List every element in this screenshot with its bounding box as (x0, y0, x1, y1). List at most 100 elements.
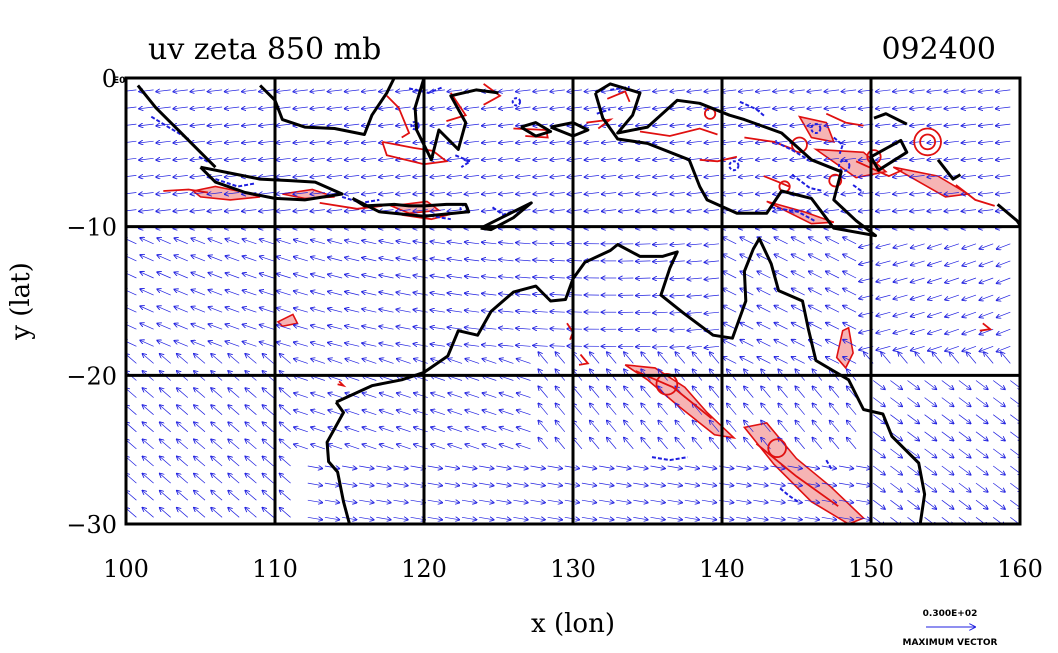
wind-vector (533, 158, 548, 160)
wind-vector (224, 124, 240, 126)
wind-vector (361, 158, 377, 160)
wind-vector (533, 345, 548, 346)
wind-vector (499, 345, 514, 346)
wind-vector (941, 465, 954, 475)
wind-vector (692, 437, 703, 450)
wind-vector (670, 90, 685, 92)
wind-vector (812, 403, 823, 415)
wind-vector (992, 517, 1005, 524)
positive-vorticity-contour (578, 353, 590, 366)
wind-vector (738, 124, 754, 126)
wind-vector (653, 124, 668, 126)
wind-vector (327, 210, 343, 212)
wind-vector (740, 323, 754, 330)
wind-vector (872, 499, 885, 509)
wind-vector (607, 420, 617, 433)
wind-vector (464, 327, 480, 329)
wind-vector (944, 158, 959, 160)
wind-vector (958, 431, 971, 441)
wind-vector (259, 193, 274, 195)
wind-vector (876, 243, 891, 248)
wind-vector (910, 90, 925, 92)
wind-vector (362, 410, 377, 416)
wind-vector (550, 193, 565, 195)
wind-vector (941, 431, 954, 441)
wind-vector (157, 255, 171, 262)
wind-vector (259, 158, 274, 160)
wind-vector (461, 483, 477, 486)
wind-vector (294, 359, 308, 364)
wind-vector (311, 393, 326, 398)
wind-vector (599, 517, 614, 520)
wind-vector (327, 124, 343, 126)
wind-vector (812, 437, 823, 450)
wind-vector (177, 388, 189, 398)
wind-vector (876, 345, 891, 350)
wind-vector (533, 277, 548, 278)
coastline (335, 237, 927, 524)
wind-vector (723, 254, 737, 262)
wind-vector (379, 326, 394, 330)
wind-vector (208, 324, 223, 330)
wind-vector (1010, 517, 1022, 524)
wind-vector (841, 141, 857, 143)
wind-vector (791, 237, 805, 245)
wind-vector (704, 193, 720, 195)
wind-vector (978, 193, 994, 195)
wind-vector (174, 289, 188, 296)
wind-vector (328, 325, 343, 330)
wind-vector (601, 175, 617, 177)
wind-vector (245, 439, 257, 450)
wind-vector (653, 261, 668, 262)
wind-vector (653, 312, 668, 313)
wind-vector (910, 124, 925, 126)
wind-vector (601, 158, 617, 160)
wind-vector (376, 483, 391, 486)
wind-vector (481, 311, 497, 313)
wind-vector (479, 466, 494, 469)
positive-vorticity-ring (919, 133, 937, 151)
wind-vector (847, 420, 857, 433)
wind-vector (464, 276, 480, 278)
wind-vector (721, 107, 737, 109)
wind-vector (641, 420, 651, 433)
wind-vector (481, 242, 497, 244)
wind-vector (826, 288, 840, 296)
wind-vector (345, 359, 360, 364)
positive-vorticity-contour (639, 127, 718, 137)
wind-vector (379, 158, 394, 160)
wind-vector (194, 422, 206, 433)
wind-vector (177, 422, 189, 433)
wind-vector (177, 490, 189, 501)
wind-vector (139, 210, 154, 212)
wind-vector (907, 517, 920, 524)
wind-vector (448, 427, 463, 433)
x-axis-label: x (lon) (531, 609, 615, 639)
wind-vector (945, 243, 960, 249)
wind-vector (928, 243, 942, 249)
wind-vector (778, 420, 788, 433)
wind-vector (126, 175, 137, 177)
wind-vector (513, 500, 528, 503)
wind-vector (430, 293, 445, 295)
wind-vector (194, 388, 206, 398)
negative-vorticity-contour (771, 206, 815, 222)
wind-vector (808, 271, 822, 279)
wind-vector (924, 414, 937, 424)
wind-vector (126, 107, 137, 109)
wind-vector (910, 158, 925, 160)
wind-vector (667, 483, 683, 486)
wind-vector (499, 242, 514, 243)
wind-vector (328, 343, 343, 347)
wind-vector (807, 175, 822, 177)
wind-vector (872, 397, 885, 407)
wind-vector (225, 273, 240, 279)
wind-vector (516, 277, 531, 278)
wind-vector (533, 141, 548, 143)
wind-vector (142, 405, 154, 415)
wind-vector (992, 482, 1005, 492)
wind-vector (126, 289, 137, 296)
wind-vector (996, 277, 1011, 283)
wind-vector (812, 386, 823, 398)
wind-vector (190, 158, 206, 160)
